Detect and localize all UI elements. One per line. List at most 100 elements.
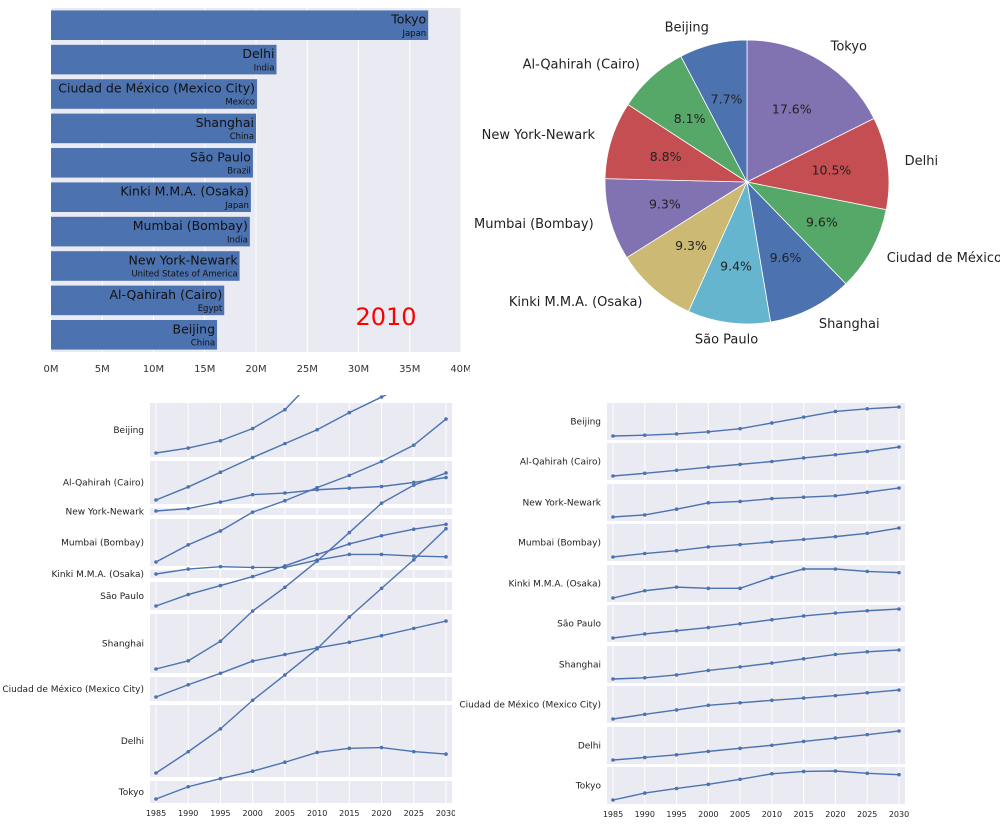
data-point: [865, 732, 870, 737]
data-point: [379, 459, 384, 464]
series-line: [612, 487, 900, 518]
x-tick-label: 40M: [450, 364, 470, 375]
data-point: [186, 506, 191, 511]
data-point: [706, 782, 711, 787]
x-tick-label: 10M: [143, 364, 164, 375]
data-point: [250, 659, 255, 663]
data-point: [833, 567, 838, 571]
pie-slice: [626, 180, 748, 312]
row-label: Beijing: [570, 418, 601, 428]
pie-slice: [604, 178, 749, 259]
pie-slice-percent: 10.5%: [812, 163, 852, 178]
data-point: [411, 527, 416, 532]
data-point: [444, 555, 448, 559]
data-point: [674, 673, 679, 677]
data-point: [738, 665, 742, 669]
data-point: [444, 752, 448, 756]
data-point: [674, 628, 679, 633]
data-point: [379, 586, 384, 591]
data-point: [801, 769, 806, 774]
x-tick-label: 2000: [698, 810, 718, 819]
x-tick-label: 5M: [95, 364, 110, 375]
x-tick-label: 1990: [635, 810, 655, 819]
data-point: [411, 557, 416, 562]
data-point: [347, 746, 352, 751]
data-point: [865, 449, 870, 454]
x-tick-label: 30M: [348, 364, 369, 375]
data-point: [379, 552, 384, 557]
row-label: Delhi: [578, 742, 601, 752]
data-point: [250, 769, 255, 774]
subplot-background: [607, 767, 905, 804]
subplot-background: [607, 443, 905, 480]
data-point: [444, 471, 448, 475]
data-point: [865, 691, 870, 695]
data-point: [154, 797, 158, 801]
data-point: [865, 608, 870, 613]
subplot-background: [150, 519, 452, 566]
pie-slice-label: Al-Qahirah (Cairo): [523, 57, 640, 72]
subplot-background: [150, 461, 452, 504]
bar-city-label: Delhi: [242, 46, 274, 61]
data-point: [770, 771, 774, 776]
bar-city-label: Ciudad de México (Mexico City): [58, 81, 255, 96]
data-point: [250, 574, 255, 579]
subplot-background: [150, 705, 452, 777]
data-point: [315, 485, 319, 490]
data-point: [611, 555, 615, 559]
subplot-background: [607, 727, 905, 764]
subplot-background: [150, 614, 452, 673]
x-tick-label: 2015: [793, 810, 813, 819]
data-point: [897, 648, 901, 652]
bar-country-label: China: [191, 338, 215, 348]
data-point: [379, 633, 384, 638]
series-line: [612, 689, 900, 720]
bar-city-label: New York-Newark: [129, 253, 239, 268]
row-label: Ciudad de México (Mexico City): [2, 684, 144, 695]
series-line: [612, 527, 900, 558]
data-point: [865, 569, 870, 574]
x-tick-label: 2010: [307, 809, 327, 818]
x-tick-label: 1985: [146, 809, 166, 818]
row-label: Kinki M.M.A. (Osaka): [51, 570, 144, 580]
data-point: [897, 729, 901, 733]
bar-chart: 0M 5M 10M 15M 20M 25M 30M 35M 40M Tokyo Japan Delhi…: [44, 8, 470, 375]
subplot-background: [607, 524, 905, 561]
data-point: [801, 657, 806, 661]
data-point: [611, 474, 615, 478]
row-label: Mumbai (Bombay): [61, 539, 144, 549]
series-line: [155, 528, 447, 774]
data-point: [186, 592, 191, 597]
data-point: [611, 596, 615, 600]
data-point: [347, 615, 352, 619]
bar-country-label: Brazil: [227, 166, 251, 176]
data-point: [611, 677, 615, 681]
x-tick-label: 2025: [404, 809, 424, 818]
x-tick-label: 2005: [730, 810, 750, 819]
data-point: [315, 427, 319, 432]
row-label: São Paulo: [100, 592, 144, 602]
data-point: [611, 717, 615, 721]
data-point: [379, 745, 384, 750]
x-tick-label: 15M: [194, 364, 215, 375]
data-point: [642, 513, 647, 517]
data-point: [611, 636, 615, 640]
data-point: [642, 791, 647, 795]
data-point: [801, 495, 806, 499]
series-line: [612, 730, 900, 761]
data-point: [218, 776, 223, 781]
series-line: [612, 568, 900, 599]
pie-slice: [746, 180, 847, 323]
data-point: [154, 498, 158, 502]
x-tick-label: 25M: [297, 364, 318, 375]
bar: [51, 44, 277, 75]
pie-slice-label: São Paulo: [695, 333, 758, 348]
data-point: [674, 468, 679, 473]
bar-country-label: United States of America: [131, 270, 237, 280]
series-line: [612, 446, 900, 477]
x-tick-label: 2000: [242, 809, 262, 818]
data-point: [347, 473, 352, 478]
pie-slice: [745, 117, 890, 211]
data-point: [674, 585, 679, 589]
data-point: [770, 421, 774, 425]
